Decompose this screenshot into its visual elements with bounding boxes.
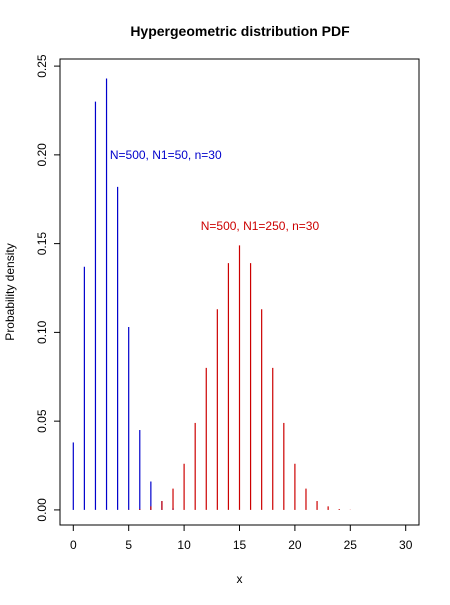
x-tick-label-25: 25 xyxy=(344,538,358,552)
y-tick-label-0.05: 0.05 xyxy=(35,409,49,433)
x-tick-label-15: 15 xyxy=(233,538,247,552)
y-tick-label-0.00: 0.00 xyxy=(35,498,49,522)
y-axis-title: Probability density xyxy=(3,243,17,340)
y-tick-label-0.25: 0.25 xyxy=(35,54,49,78)
chart-title: Hypergeometric distribution PDF xyxy=(130,23,350,39)
y-tick-label-0.20: 0.20 xyxy=(35,143,49,167)
x-tick-label-10: 10 xyxy=(177,538,191,552)
y-tick-label-0.15: 0.15 xyxy=(35,232,49,256)
x-tick-label-20: 20 xyxy=(288,538,302,552)
plot-area: 0 5 10 15 20 25 30 0.00 0.05 0.10 0.15 0.20 0.25 N=50… xyxy=(35,54,413,552)
x-tick-label-30: 30 xyxy=(399,538,413,552)
x-tick-label-0: 0 xyxy=(70,538,77,552)
series-1-label: N=500, N1=50, n=30 xyxy=(110,148,222,162)
x-tick-label-5: 5 xyxy=(125,538,132,552)
x-axis-title: x xyxy=(237,572,243,586)
y-tick-label-0.10: 0.10 xyxy=(35,320,49,344)
plot-frame xyxy=(59,58,420,526)
series-2-label: N=500, N1=250, n=30 xyxy=(201,219,320,233)
